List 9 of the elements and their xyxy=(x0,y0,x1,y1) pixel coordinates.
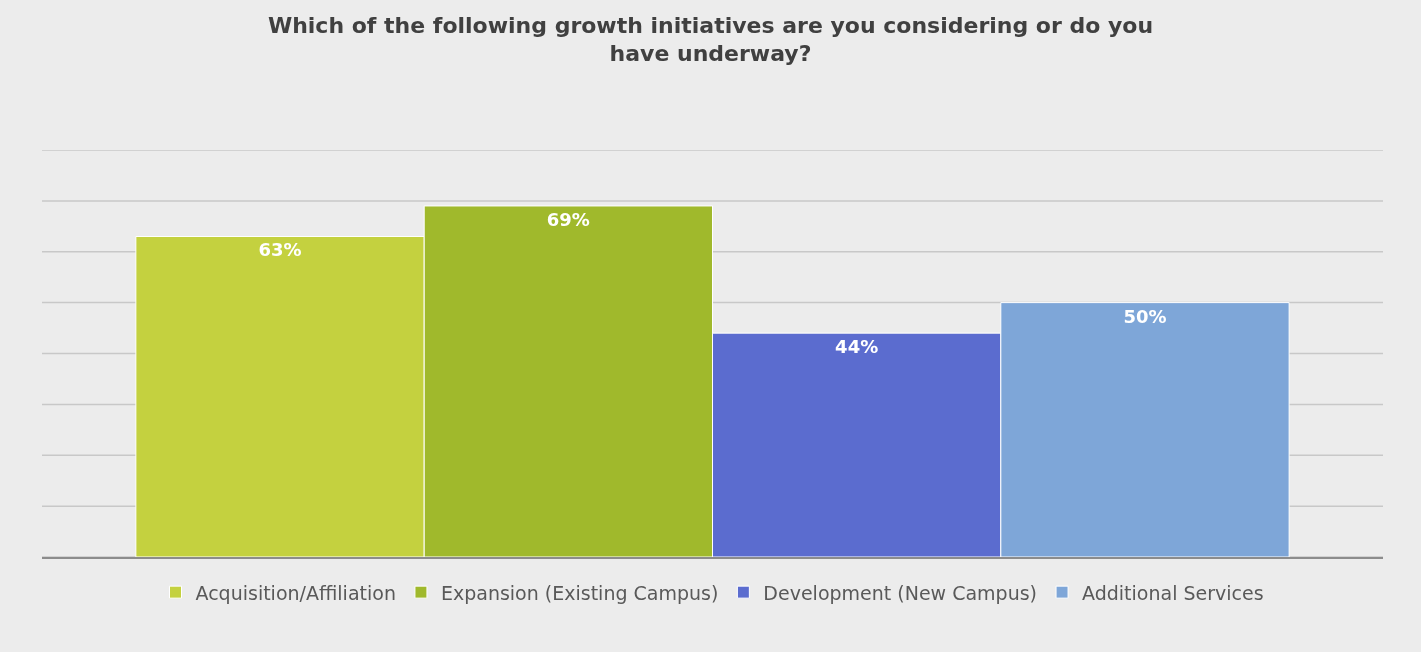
chart-title: Which of the following growth initiatives are you considering or do you have underway? xyxy=(267,12,1154,67)
legend-label: Development (New Campus) xyxy=(763,581,1038,604)
data-label: 44% xyxy=(835,336,879,358)
data-label: 63% xyxy=(258,239,302,261)
data-label: 69% xyxy=(546,208,590,230)
data-label: 50% xyxy=(1123,305,1167,327)
legend-label: Expansion (Existing Campus) xyxy=(440,581,719,604)
legend-label: Additional Services xyxy=(1082,581,1264,604)
legend-label: Acquisition/Affiliation xyxy=(195,581,396,604)
